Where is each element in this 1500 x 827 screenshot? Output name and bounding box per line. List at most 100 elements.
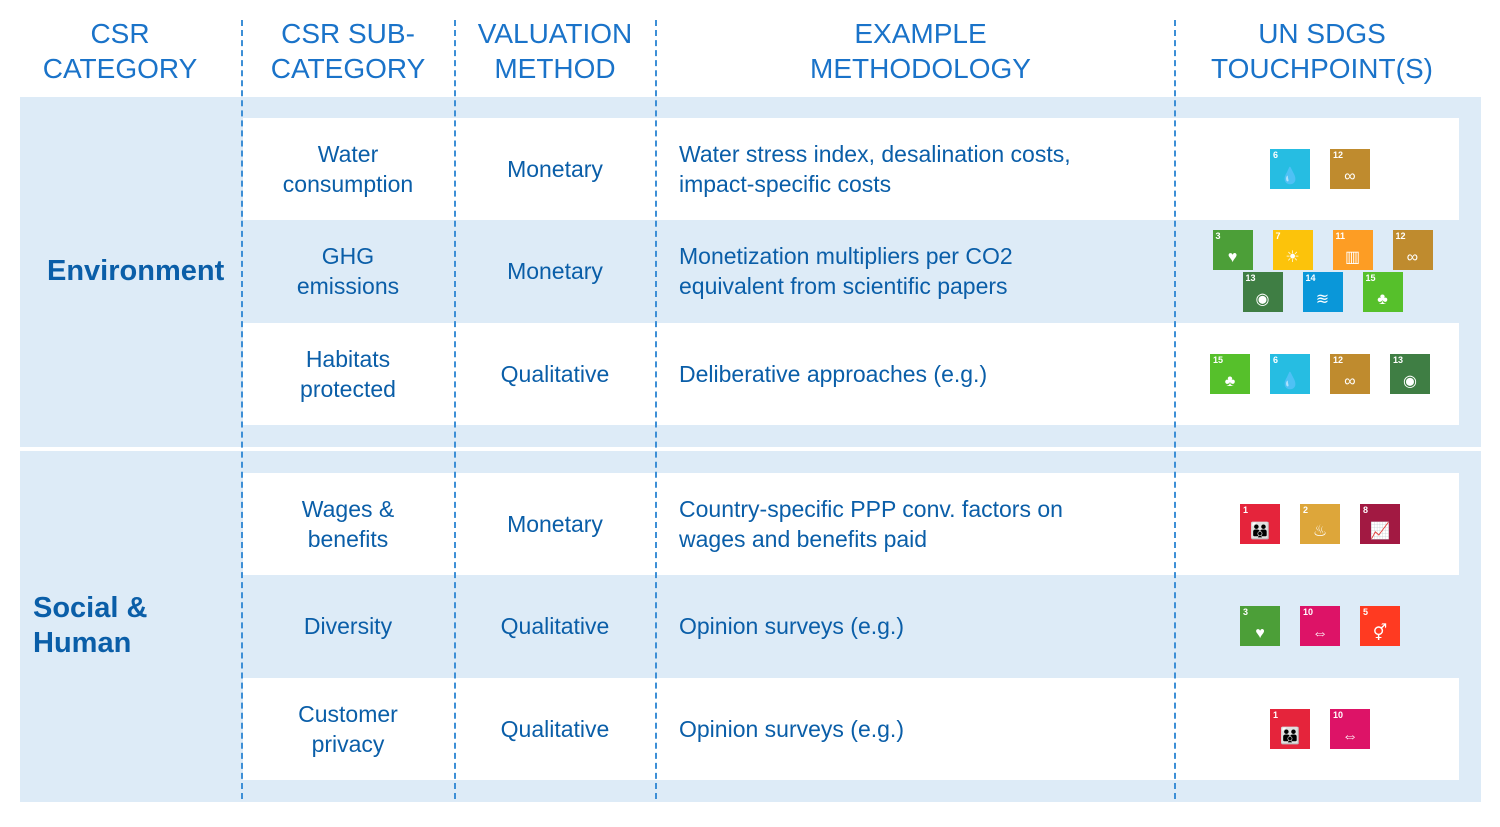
sdg-number: 3: [1243, 607, 1249, 617]
sdg-10-equality-icon: 10 ⇔: [1330, 709, 1370, 749]
sdg-3-heartbeat-icon: 3 ♥: [1240, 606, 1280, 646]
sdg-number: 6: [1273, 150, 1279, 160]
sdg-number: 6: [1273, 355, 1279, 365]
sdg-icons-group: 3 ♥ 7 ☀ 11 ▥ 12 ∞ 13 ◉ 14 ≋ 15 ♣: [1195, 220, 1450, 322]
table-row: [243, 323, 1459, 425]
header-valuation-method: VALUATION METHOD: [477, 18, 633, 84]
sdg-6-water-drop-icon: 6 💧: [1270, 149, 1310, 189]
infinity-icon: ∞: [1344, 373, 1356, 390]
sdg-icons-group: 1 👪 2 ♨ 8 📈: [1190, 473, 1450, 575]
sdg-15-tree-icon: 15 ♣: [1362, 272, 1403, 312]
sdg-number: 2: [1303, 505, 1309, 515]
sdg-11-city-icon: 11 ▥: [1332, 230, 1373, 270]
sdg-12-infinity-icon: 12 ∞: [1330, 149, 1370, 189]
methodology-cell: Opinion surveys (e.g.): [679, 613, 904, 639]
sdg-7-sun-icon: 7 ☀: [1272, 230, 1313, 270]
city-icon: ▥: [1344, 249, 1361, 266]
subcategory-cell: Water consumption: [282, 141, 414, 197]
column-divider: [454, 20, 456, 799]
sdg-number: 12: [1395, 231, 1406, 241]
bowl-icon: ♨: [1312, 523, 1328, 540]
sdg-8-growth-chart-icon: 8 📈: [1360, 504, 1400, 544]
sdg-10-equality-icon: 10 ⇔: [1300, 606, 1340, 646]
subcategory-cell: Habitats protected: [300, 346, 396, 402]
category-social-human: Social & Human: [33, 592, 148, 659]
sdg-5-gender-icon: 5 ⚥: [1360, 606, 1400, 646]
sdg-number: 10: [1303, 607, 1314, 617]
sdg-3-heartbeat-icon: 3 ♥: [1212, 230, 1253, 270]
water-drop-icon: 💧: [1280, 373, 1300, 390]
valuation-method-cell: Monetary: [507, 156, 603, 182]
methodology-cell: Deliberative approaches (e.g.): [679, 361, 988, 387]
tree-icon: ♣: [1224, 373, 1236, 390]
sdg-12-infinity-icon: 12 ∞: [1392, 230, 1433, 270]
family-icon: 👪: [1280, 728, 1300, 745]
sdg-number: 8: [1363, 505, 1369, 515]
table-row: [243, 118, 1459, 220]
valuation-method-cell: Monetary: [507, 258, 603, 284]
table-row: [243, 678, 1459, 780]
sdg-icons-group: 1 👪 10 ⇔: [1190, 678, 1450, 780]
fish-icon: ≋: [1315, 291, 1330, 308]
sdg-number: 14: [1305, 273, 1316, 283]
category-environment: Environment: [47, 255, 225, 287]
infinity-icon: ∞: [1344, 168, 1356, 185]
sdg-number: 13: [1245, 273, 1256, 283]
equality-icon: ⇔: [1312, 625, 1328, 642]
methodology-cell: Monetization multipliers per CO2 equivale…: [679, 243, 1013, 299]
sdg-icons-group: 6 💧 12 ∞: [1190, 118, 1450, 220]
valuation-method-cell: Qualitative: [500, 716, 610, 742]
growth-chart-icon: 📈: [1370, 523, 1390, 540]
sdg-number: 10: [1333, 710, 1344, 720]
family-icon: 👪: [1250, 523, 1270, 540]
subcategory-cell: Wages & benefits: [301, 496, 395, 552]
water-drop-icon: 💧: [1280, 168, 1300, 185]
sdg-6-water-drop-icon: 6 💧: [1270, 354, 1310, 394]
valuation-method-cell: Qualitative: [500, 361, 610, 387]
header-un-sdgs: UN SDGS TOUCHPOINT(S): [1211, 18, 1433, 84]
sdg-14-fish-icon: 14 ≋: [1302, 272, 1343, 312]
heartbeat-icon: ♥: [1227, 249, 1238, 266]
subcategory-cell: Customer privacy: [298, 701, 398, 757]
sdg-number: 12: [1333, 150, 1344, 160]
subcategory-cell: Diversity: [303, 613, 393, 639]
header-csr-category: CSR CATEGORY: [42, 18, 198, 84]
sdg-number: 11: [1335, 231, 1346, 241]
header-csr-subcategory: CSR SUB- CATEGORY: [270, 18, 426, 84]
eye-earth-icon: ◉: [1403, 373, 1417, 390]
column-divider: [1174, 20, 1176, 799]
sdg-icons-group: 15 ♣ 6 💧 12 ∞ 13 ◉: [1190, 323, 1450, 425]
methodology-cell: Country-specific PPP conv. factors on wag…: [679, 496, 1063, 552]
sdg-number: 15: [1213, 355, 1224, 365]
sdg-1-family-icon: 1 👪: [1270, 709, 1310, 749]
sdg-13-eye-earth-icon: 13 ◉: [1242, 272, 1283, 312]
sdg-13-eye-earth-icon: 13 ◉: [1390, 354, 1430, 394]
equality-icon: ⇔: [1342, 728, 1358, 745]
sdg-icons-group: 3 ♥ 10 ⇔ 5 ⚥: [1190, 575, 1450, 677]
sdg-number: 7: [1275, 231, 1281, 241]
tree-icon: ♣: [1377, 291, 1388, 308]
sdg-number: 3: [1215, 231, 1221, 241]
methodology-cell: Water stress index, desalination costs, i…: [679, 141, 1071, 197]
infinity-icon: ∞: [1406, 249, 1419, 266]
column-divider: [655, 20, 657, 799]
sun-icon: ☀: [1285, 249, 1300, 266]
heartbeat-icon: ♥: [1255, 625, 1265, 642]
subcategory-cell: GHG emissions: [296, 243, 400, 299]
sdg-1-family-icon: 1 👪: [1240, 504, 1280, 544]
sdg-number: 5: [1363, 607, 1369, 617]
sdg-12-infinity-icon: 12 ∞: [1330, 354, 1370, 394]
sdg-number: 13: [1393, 355, 1404, 365]
sdg-number: 15: [1365, 273, 1376, 283]
eye-earth-icon: ◉: [1255, 291, 1270, 308]
valuation-method-cell: Monetary: [507, 511, 603, 537]
gender-icon: ⚥: [1372, 625, 1388, 642]
sdg-number: 12: [1333, 355, 1344, 365]
column-divider: [241, 20, 243, 799]
methodology-cell: Opinion surveys (e.g.): [679, 716, 904, 742]
sdg-number: 1: [1273, 710, 1279, 720]
valuation-method-cell: Qualitative: [500, 613, 610, 639]
sdg-2-bowl-icon: 2 ♨: [1300, 504, 1340, 544]
sdg-number: 1: [1243, 505, 1249, 515]
header-example-methodology: EXAMPLE METHODOLOGY: [810, 18, 1031, 84]
